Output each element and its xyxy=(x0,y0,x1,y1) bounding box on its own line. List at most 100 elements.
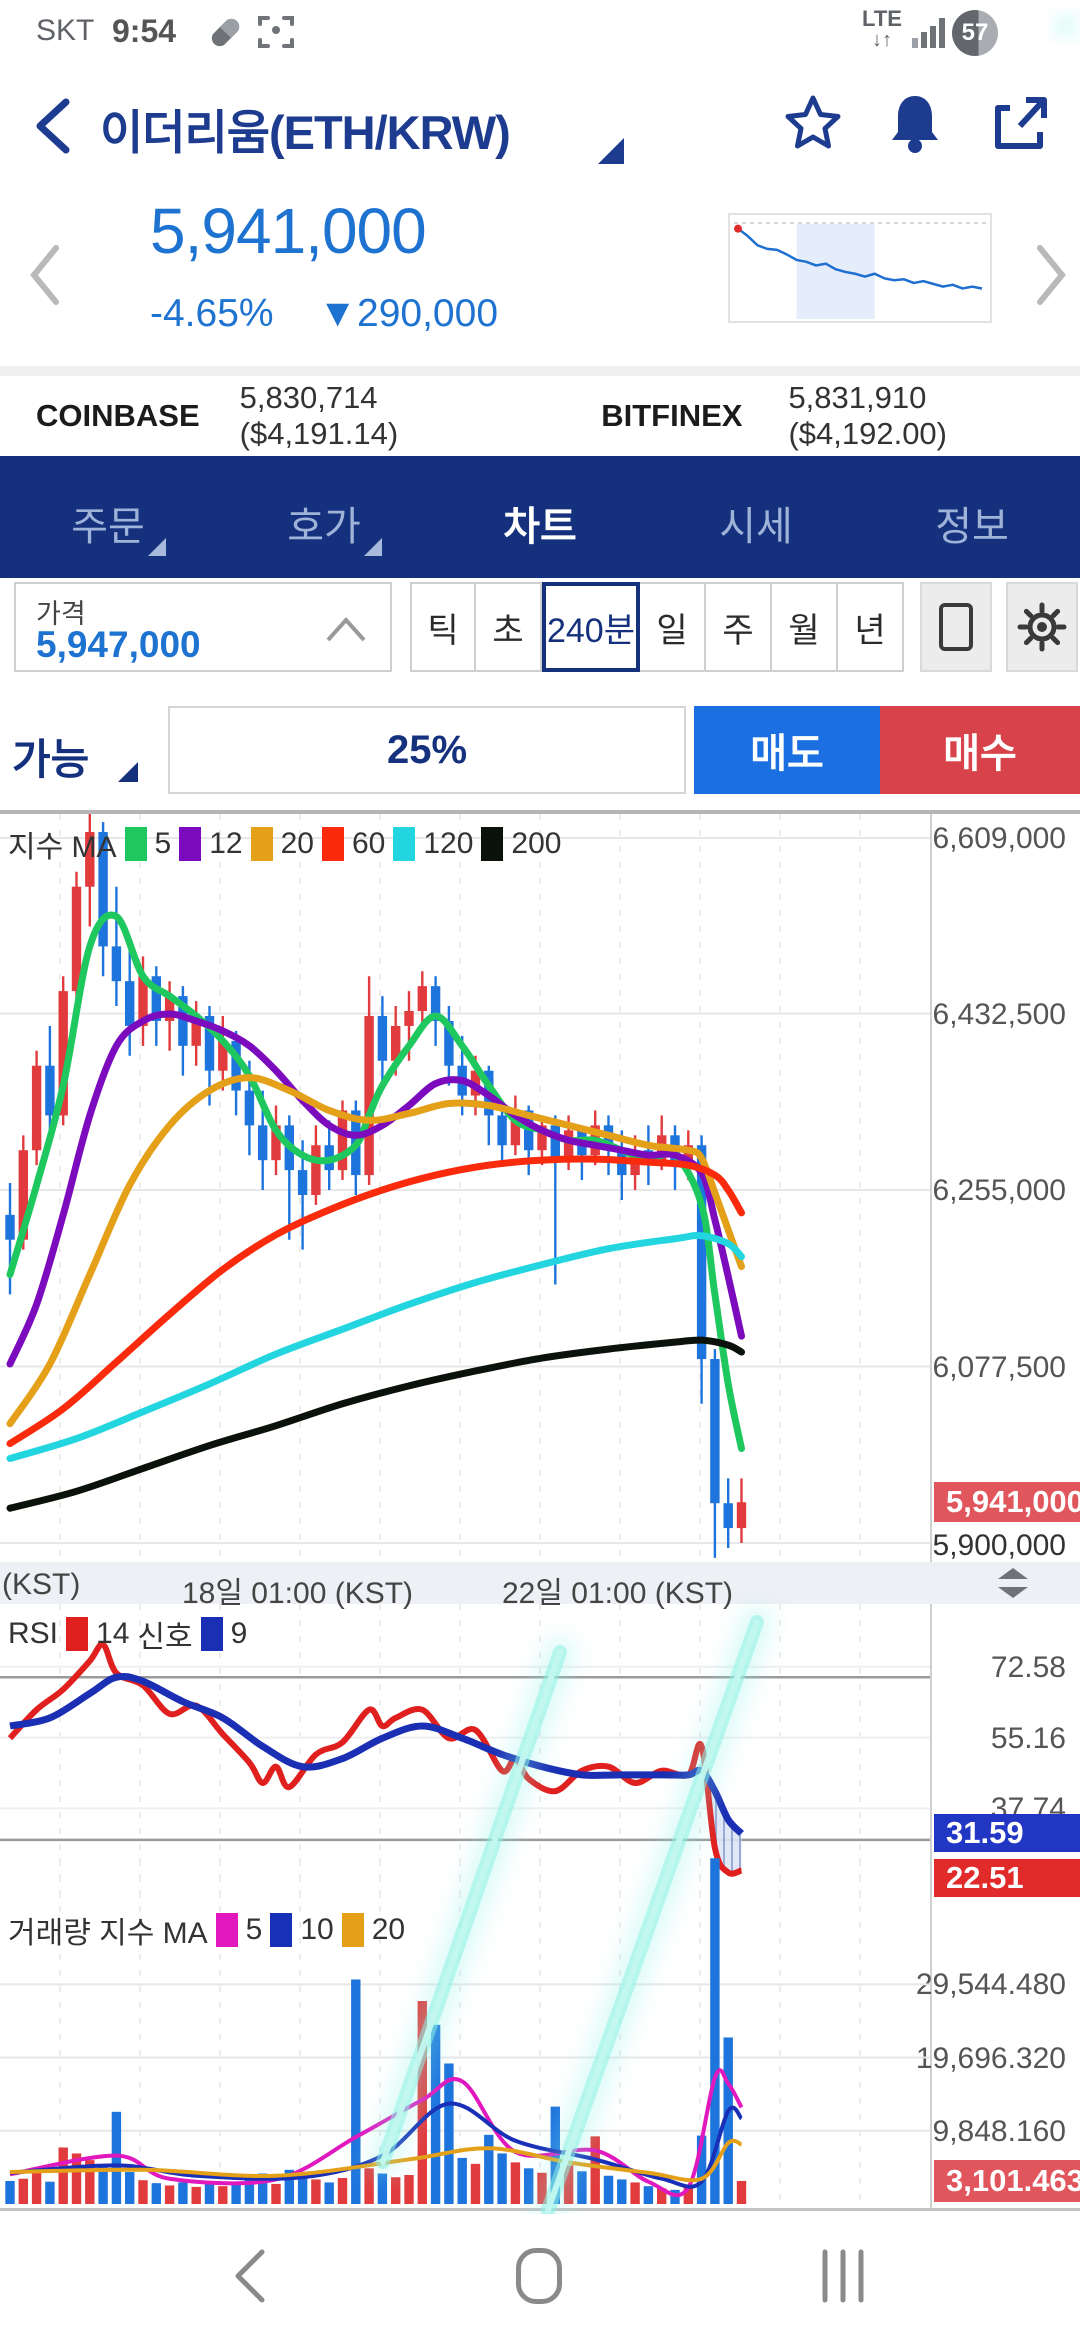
share-icon[interactable] xyxy=(990,92,1052,154)
interval-year[interactable]: 년 xyxy=(838,582,904,672)
network-label: LTE xyxy=(862,6,902,31)
chart-controls: 가격 5,947,000 틱 초 240분 일 주 월 년 xyxy=(0,582,1080,672)
x-axis-strip: (KST) 18일 01:00 (KST) 22일 01:00 (KST) xyxy=(0,1562,1080,1610)
back-icon[interactable] xyxy=(30,96,76,156)
title-dropdown-icon[interactable] xyxy=(598,138,624,164)
ma-period-label: 5 xyxy=(154,827,172,860)
y-axis-label: 6,609,000 xyxy=(932,822,1066,855)
nav-back-icon[interactable] xyxy=(228,2248,272,2304)
ma-period-label: 200 xyxy=(511,827,562,860)
interval-tick[interactable]: 틱 xyxy=(410,582,476,672)
status-time: 9:54 xyxy=(112,13,177,49)
gear-icon xyxy=(1017,602,1067,652)
checkbox-icon xyxy=(939,603,973,651)
tab-order[interactable]: 주문 xyxy=(0,456,216,578)
ma-color-swatch xyxy=(481,827,504,861)
compare-checkbox-button[interactable] xyxy=(920,582,992,672)
y-axis-label: 6,255,000 xyxy=(932,1174,1066,1207)
volume-legend: 거래량 지수 MA 5 10 20 xyxy=(8,1908,405,1952)
exchange-row: COINBASE 5,830,714 ($4,191.14) BITFINEX … xyxy=(0,376,1080,456)
x-tick-label: (KST) xyxy=(2,1568,81,1601)
prev-coin-icon[interactable] xyxy=(24,242,64,308)
current-price: 5,941,000 xyxy=(150,195,427,267)
current-price-tag: 5,941,000 xyxy=(934,1482,1080,1523)
page-title[interactable]: 이더리움(ETH/KRW) xyxy=(100,106,511,159)
ma-color-swatch xyxy=(250,827,273,861)
change-amount: 290,000 xyxy=(357,292,499,335)
current-volume-tag: 3,101.463 xyxy=(934,2159,1080,2202)
buy-button[interactable]: 매수 xyxy=(880,706,1080,794)
battery-indicator: 57 xyxy=(952,10,998,56)
interval-day[interactable]: 일 xyxy=(640,582,706,672)
nav-home-icon[interactable] xyxy=(516,2248,562,2304)
available-label[interactable]: 가능 xyxy=(12,736,90,783)
y-axis-label: 6,077,500 xyxy=(932,1350,1066,1384)
available-dropdown-icon xyxy=(118,762,138,782)
interval-240min[interactable]: 240분 xyxy=(542,582,640,672)
tab-market[interactable]: 시세 xyxy=(719,505,793,549)
expand-panels-icon[interactable] xyxy=(988,1566,1038,1600)
ma-color-swatch xyxy=(124,827,147,861)
network-arrows-icon: ↓↑ xyxy=(872,29,892,51)
y-axis-label: 5,900,000 xyxy=(932,1529,1066,1562)
price-input[interactable]: 가격 5,947,000 xyxy=(14,582,392,672)
percent-field[interactable]: 25% xyxy=(168,706,686,794)
rsi-axis-label: 72.58 xyxy=(990,1650,1066,1684)
y-axis-column: 6,609,000 6,432,500 6,255,000 6,077,500 5,94… xyxy=(916,814,1080,2210)
rsi-legend: RSI 14 신호 9 xyxy=(8,1612,247,1656)
legend-title: 지수 MA xyxy=(8,831,117,864)
trade-bar: 가능 25% 매도 매수 xyxy=(0,700,1080,798)
tab-info[interactable]: 정보 xyxy=(935,505,1009,549)
tag-icon xyxy=(211,18,240,47)
y-axis-label: 6,432,500 xyxy=(932,997,1066,1031)
status-bar: SKT 9:54 LTE ↓↑ 57 xyxy=(0,0,1080,62)
interval-group: 틱 초 240분 일 주 월 년 xyxy=(410,582,904,672)
tab-dropdown-icon xyxy=(364,538,382,556)
rsi-color-swatch xyxy=(66,1617,89,1651)
ma-period-label: 120 xyxy=(423,827,474,860)
interval-week[interactable]: 주 xyxy=(706,582,772,672)
chart-bottom-border xyxy=(0,2208,1080,2211)
header: 이더리움(ETH/KRW) xyxy=(0,62,1080,188)
ma-period-label: 20 xyxy=(280,827,314,860)
volume-ma-period-label: 5 xyxy=(245,1913,263,1946)
ma-color-swatch xyxy=(179,827,202,861)
screenshot-icon xyxy=(258,16,294,48)
ma-period-label: 60 xyxy=(351,827,386,860)
chevron-up-icon[interactable] xyxy=(324,614,368,644)
exchange-name: BITFINEX xyxy=(601,398,743,433)
ma-color-swatch xyxy=(321,827,344,861)
volume-axis-label: 9,848.160 xyxy=(932,2114,1066,2148)
volume-axis-label: 29,544.480 xyxy=(915,1968,1066,2002)
next-coin-icon[interactable] xyxy=(1032,242,1072,308)
interval-month[interactable]: 월 xyxy=(772,582,838,672)
price-change-row: -4.65% ▼290,000 xyxy=(150,292,498,336)
price-summary: 5,941,000 -4.65% ▼290,000 xyxy=(0,188,1080,366)
favorite-star-icon[interactable] xyxy=(782,92,844,154)
carrier-label: SKT xyxy=(36,14,95,47)
exchange-price: 5,830,714 ($4,191.14) xyxy=(239,380,399,451)
rsi-axis-label: 55.16 xyxy=(990,1721,1066,1755)
ma-period-label: 12 xyxy=(209,827,243,860)
interval-second[interactable]: 초 xyxy=(476,582,542,672)
main-price-chart[interactable] xyxy=(0,812,930,1562)
rsi-signal-label: 신호 xyxy=(137,1621,193,1654)
sell-button[interactable]: 매도 xyxy=(694,706,880,794)
signal-bars-icon xyxy=(912,18,945,48)
tab-orderbook[interactable]: 호가 xyxy=(216,456,432,578)
rsi-signal-color-swatch xyxy=(200,1617,223,1651)
rsi-value-tag: 31.59 xyxy=(934,1814,1080,1853)
alert-bell-icon[interactable] xyxy=(884,90,946,154)
volume-ma-period-label: 20 xyxy=(371,1913,406,1946)
chart-settings-button[interactable] xyxy=(1006,582,1078,672)
nav-recents-icon[interactable] xyxy=(820,2248,866,2304)
rsi-legend-name: RSI xyxy=(8,1617,59,1650)
volume-ma-color-swatch xyxy=(270,1913,293,1947)
price-input-value: 5,947,000 xyxy=(36,624,201,665)
volume-ma-color-swatch xyxy=(215,1913,238,1947)
ma-color-swatch xyxy=(393,827,416,861)
tab-chart[interactable]: 차트 xyxy=(503,505,577,549)
volume-ma-period-label: 10 xyxy=(300,1913,334,1946)
rsi-period: 14 xyxy=(96,1617,130,1650)
